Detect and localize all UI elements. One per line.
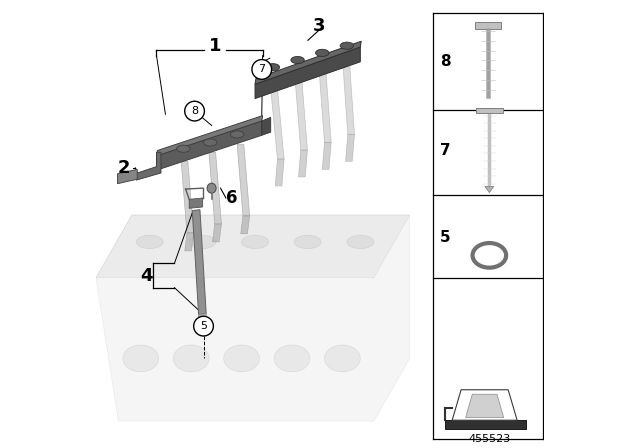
Polygon shape <box>212 224 221 242</box>
Polygon shape <box>270 80 284 159</box>
Ellipse shape <box>136 235 163 249</box>
Polygon shape <box>346 134 355 161</box>
Polygon shape <box>475 22 502 29</box>
Ellipse shape <box>316 49 329 56</box>
Text: 3: 3 <box>312 17 325 35</box>
Text: 2: 2 <box>118 159 130 177</box>
Polygon shape <box>136 152 161 180</box>
Ellipse shape <box>479 249 499 262</box>
Polygon shape <box>466 394 504 418</box>
Text: 4: 4 <box>140 267 152 284</box>
Polygon shape <box>485 186 494 193</box>
Polygon shape <box>181 161 194 233</box>
Polygon shape <box>255 47 360 99</box>
Circle shape <box>252 60 271 79</box>
Ellipse shape <box>123 345 159 372</box>
Ellipse shape <box>230 131 244 138</box>
Ellipse shape <box>472 243 506 268</box>
Circle shape <box>194 316 213 336</box>
Ellipse shape <box>177 145 190 152</box>
Polygon shape <box>237 144 250 216</box>
Ellipse shape <box>242 235 269 249</box>
Text: 8: 8 <box>191 106 198 116</box>
Ellipse shape <box>173 345 209 372</box>
Ellipse shape <box>204 139 217 146</box>
Polygon shape <box>241 216 250 234</box>
Circle shape <box>185 101 204 121</box>
Ellipse shape <box>274 345 310 372</box>
Polygon shape <box>157 121 262 170</box>
Ellipse shape <box>189 235 216 249</box>
Text: 1: 1 <box>209 37 221 55</box>
Ellipse shape <box>294 235 321 249</box>
Polygon shape <box>275 159 284 186</box>
Polygon shape <box>452 390 517 420</box>
Text: 5: 5 <box>440 230 451 245</box>
Polygon shape <box>445 420 526 429</box>
Ellipse shape <box>324 345 360 372</box>
Polygon shape <box>192 210 206 314</box>
Polygon shape <box>255 41 361 84</box>
Ellipse shape <box>291 56 305 64</box>
Ellipse shape <box>224 345 260 372</box>
Text: 5: 5 <box>200 321 207 331</box>
Text: 8: 8 <box>440 54 451 69</box>
Polygon shape <box>323 142 332 169</box>
Polygon shape <box>198 314 207 329</box>
Polygon shape <box>342 56 355 134</box>
Text: 7: 7 <box>440 142 451 158</box>
Polygon shape <box>209 152 221 224</box>
Text: 7: 7 <box>258 65 266 74</box>
Polygon shape <box>298 150 307 177</box>
Polygon shape <box>96 215 410 278</box>
Polygon shape <box>189 198 203 208</box>
Text: 455523: 455523 <box>468 435 511 444</box>
Polygon shape <box>476 108 503 113</box>
Ellipse shape <box>347 235 374 249</box>
Ellipse shape <box>340 42 354 49</box>
Polygon shape <box>262 117 271 135</box>
Polygon shape <box>96 215 410 421</box>
Polygon shape <box>157 116 262 156</box>
Polygon shape <box>118 169 137 184</box>
Polygon shape <box>319 65 332 142</box>
Ellipse shape <box>207 183 216 193</box>
Ellipse shape <box>266 64 280 71</box>
Polygon shape <box>294 72 307 150</box>
Polygon shape <box>185 233 194 251</box>
Text: 6: 6 <box>225 189 237 207</box>
